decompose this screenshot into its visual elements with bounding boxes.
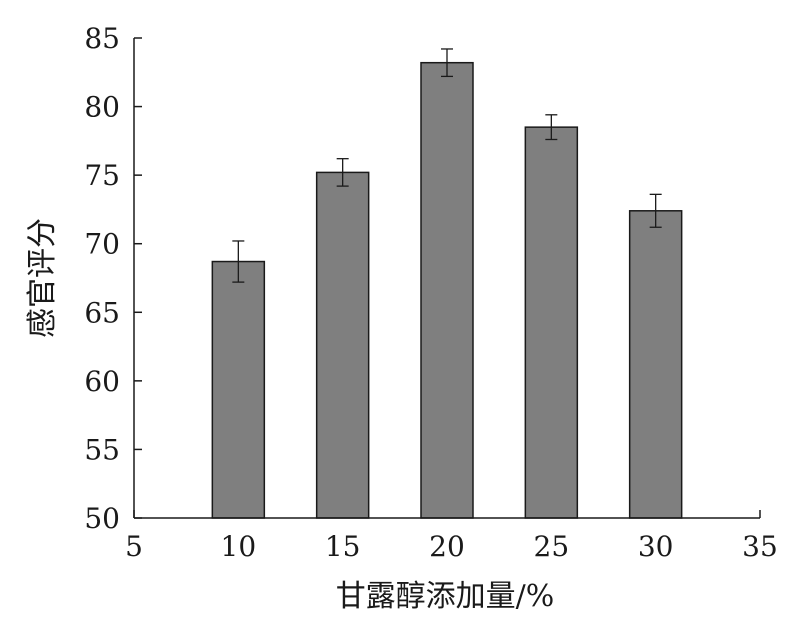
x-axis-title: 甘露醇添加量/% [336, 579, 555, 614]
bar-25 [524, 126, 579, 519]
y-tick-label: 75 [84, 159, 120, 192]
error-bar-30 [649, 193, 662, 228]
x-tick-label: 20 [429, 530, 465, 563]
y-tick-label: 50 [84, 502, 120, 535]
x-tick-label: 35 [742, 530, 778, 563]
y-axis-ticks: 50 55 60 65 70 75 80 85 [84, 22, 142, 535]
error-bar-20 [441, 48, 453, 78]
y-tick-label: 80 [84, 91, 120, 124]
x-tick-label: 15 [325, 530, 361, 563]
x-tick-label: 5 [125, 530, 143, 563]
y-tick-label: 85 [84, 22, 120, 55]
bar-15 [315, 171, 370, 519]
y-tick-label: 65 [84, 296, 120, 329]
bar-30 [628, 210, 683, 519]
error-bars-group [232, 48, 662, 283]
error-bar-25 [545, 114, 558, 141]
x-tick-label: 10 [221, 530, 257, 563]
y-tick-label: 55 [84, 433, 120, 466]
x-tick-label: 30 [638, 530, 674, 563]
x-tick-label: 25 [534, 530, 570, 563]
y-tick-label: 70 [84, 228, 120, 261]
error-bar-10 [232, 240, 245, 283]
x-axis-ticks: 5 10 15 20 25 30 35 [125, 510, 778, 563]
bar-10 [211, 260, 266, 519]
y-tick-label: 60 [84, 365, 120, 398]
y-axis-title: 感官评分 [25, 218, 60, 338]
bar-20 [420, 61, 474, 519]
bars-group [211, 61, 683, 519]
error-bar-15 [336, 158, 349, 187]
